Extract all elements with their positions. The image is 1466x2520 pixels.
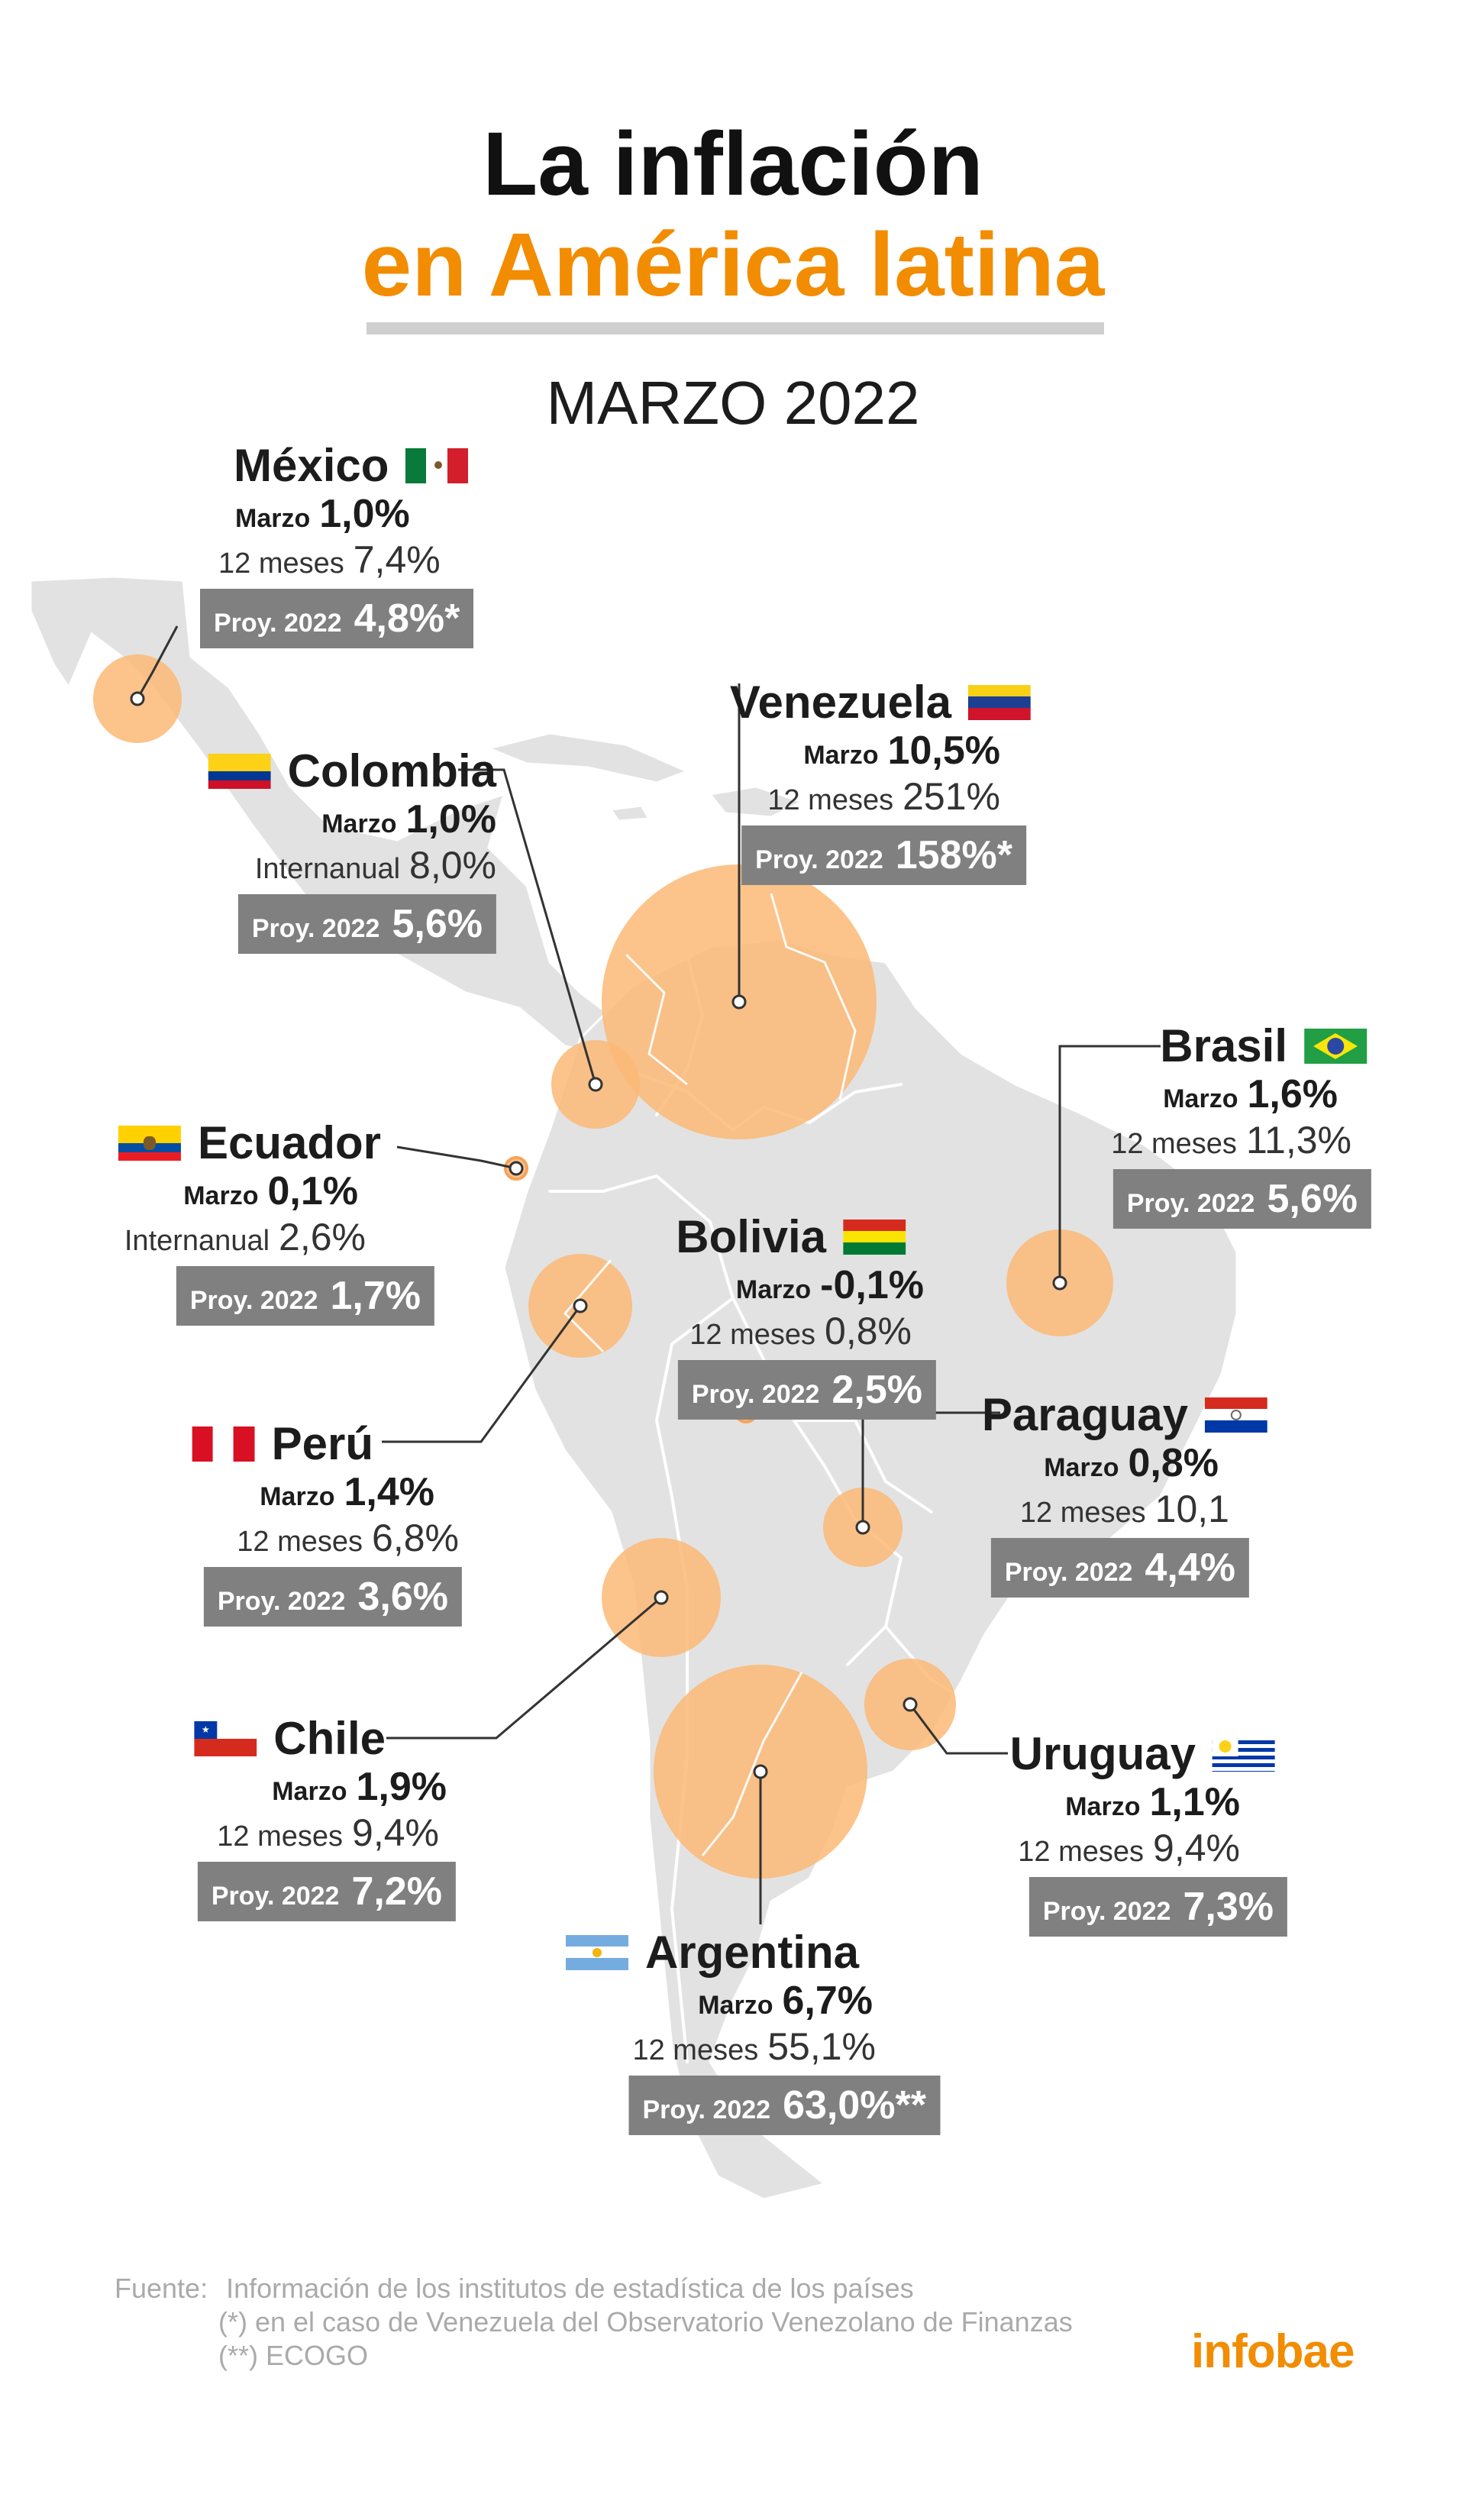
bubble-internal-borders	[563, 893, 857, 1856]
country-name-venezuela: Venezuela	[730, 676, 1031, 729]
country-name-peru: Perú	[192, 1417, 373, 1471]
peru-flag-icon	[192, 1426, 255, 1462]
uruguay-flag-icon	[1213, 1737, 1275, 1772]
annual-line-chile: 12 meses 9,4%	[217, 1811, 439, 1854]
title-line-1: La inflación	[483, 114, 983, 215]
proy-box-brasil: Proy. 2022 5,6%	[1112, 1169, 1371, 1229]
proy-box-bolivia: Proy. 2022 2,5%	[677, 1360, 936, 1420]
marzo-line-brasil: Marzo 1,6%	[1163, 1072, 1338, 1116]
ecuador-flag-icon	[118, 1126, 181, 1161]
card-venezuela: Venezuela Marzo 10,5% 12 meses 251% Proy. …	[730, 676, 1032, 885]
annual-line-brasil: 12 meses 11,3%	[1111, 1119, 1351, 1161]
leader-lines	[136, 625, 1161, 1924]
annual-line-uruguay: 12 meses 9,4%	[1018, 1827, 1240, 1869]
card-argentina: Argentina Marzo 6,7% 12 meses 55,1% Proy. …	[565, 1926, 940, 2135]
leader-mexico	[136, 625, 179, 699]
bolivia-flag-icon	[843, 1220, 906, 1255]
proy-box-argentina: Proy. 2022 63,0%**	[628, 2076, 940, 2135]
annual-line-paraguay: 12 meses 10,1	[1019, 1488, 1229, 1530]
country-name-bolivia: Bolivia	[676, 1210, 906, 1264]
country-name-argentina: Argentina	[565, 1926, 859, 1979]
leader-chile	[386, 1596, 662, 1740]
title-line-2: en América latina	[361, 215, 1105, 315]
paraguay-flag-icon	[1205, 1397, 1267, 1433]
proy-box-peru: Proy. 2022 3,6%	[203, 1567, 462, 1627]
subtitle-date: MARZO 2022	[546, 369, 920, 437]
card-bolivia: Bolivia Marzo -0,1% 12 meses 0,8% Proy. 20…	[676, 1210, 936, 1420]
country-name-ecuador: Ecuador	[118, 1116, 381, 1170]
proy-box-uruguay: Proy. 2022 7,3%	[1028, 1877, 1287, 1937]
card-mexico: México Marzo 1,0% 12 meses 7,4% Proy. 2022…	[197, 439, 474, 648]
proy-box-mexico: Proy. 2022 4,8%*	[200, 589, 474, 648]
source-line-3: (**) ECOGO	[218, 2340, 369, 2371]
leader-uruguay	[909, 1704, 1008, 1755]
annual-line-venezuela: 12 meses 251%	[767, 775, 1000, 818]
leader-colombia	[458, 768, 597, 1085]
card-ecuador: Ecuador Marzo 0,1% Internanual 2,6% Proy. …	[118, 1116, 434, 1326]
country-name-colombia: Colombia	[208, 745, 496, 798]
card-peru: Perú Marzo 1,4% 12 meses 6,8% Proy. 2022 3,…	[192, 1417, 463, 1627]
land-hispaniola	[708, 785, 805, 819]
infobae-logo: infobae	[1191, 2325, 1355, 2378]
country-name-mexico: México	[234, 439, 469, 493]
proy-box-chile: Proy. 2022 7,2%	[197, 1862, 456, 1921]
proy-box-paraguay: Proy. 2022 4,4%	[990, 1538, 1249, 1598]
annual-line-ecuador: Internanual 2,6%	[124, 1216, 366, 1258]
land-jamaica	[609, 804, 651, 822]
source-line-1: Información de los institutos de estadís…	[226, 2273, 914, 2304]
leader-peru	[382, 1305, 582, 1443]
marzo-line-bolivia: Marzo -0,1%	[735, 1263, 924, 1307]
marzo-line-peru: Marzo 1,4%	[260, 1470, 434, 1514]
source-line-2: (*) en el caso de Venezuela del Observat…	[218, 2306, 1073, 2337]
colombia-flag-icon	[208, 754, 271, 789]
card-brasil: Brasil Marzo 1,6% 12 meses 11,3% Proy. 202…	[1111, 1019, 1371, 1229]
title-divider	[366, 322, 1104, 334]
land-cuba	[485, 732, 690, 784]
marzo-line-paraguay: Marzo 0,8%	[1044, 1441, 1219, 1485]
card-paraguay: Paraguay Marzo 0,8% 12 meses 10,1 Proy. 20…	[982, 1388, 1268, 1598]
marzo-line-chile: Marzo 1,9%	[272, 1765, 447, 1809]
marzo-line-argentina: Marzo 6,7%	[698, 1979, 873, 2023]
marzo-line-mexico: Marzo 1,0%	[235, 492, 410, 536]
annual-line-mexico: 12 meses 7,4%	[218, 538, 441, 581]
mexico-flag-icon	[405, 448, 469, 483]
source-label: Fuente:	[115, 2273, 208, 2304]
annual-line-peru: 12 meses 6,8%	[237, 1517, 459, 1559]
country-name-uruguay: Uruguay	[1010, 1727, 1275, 1781]
leader-brasil	[1058, 1045, 1161, 1283]
country-name-chile: Chile	[194, 1712, 386, 1766]
chile-flag-icon	[194, 1721, 257, 1756]
card-uruguay: Uruguay Marzo 1,1% 12 meses 9,4% Proy. 202…	[1010, 1727, 1287, 1937]
argentina-flag-icon	[565, 1935, 628, 1970]
annual-line-bolivia: 12 meses 0,8%	[689, 1310, 912, 1352]
venezuela-flag-icon	[968, 685, 1031, 720]
proy-box-venezuela: Proy. 2022 158%*	[741, 825, 1026, 885]
brazil-flag-icon	[1304, 1029, 1367, 1064]
proy-box-colombia: Proy. 2022 5,6%	[237, 894, 496, 954]
annual-line-argentina: 12 meses 55,1%	[632, 2025, 876, 2068]
proy-box-ecuador: Proy. 2022 1,7%	[176, 1266, 434, 1326]
marzo-line-ecuador: Marzo 0,1%	[183, 1169, 358, 1213]
annual-line-colombia: Internanual 8,0%	[254, 844, 496, 887]
source-notes: Fuente: Información de los institutos de…	[115, 2272, 1073, 2373]
leader-ecuador	[396, 1145, 517, 1170]
country-name-paraguay: Paraguay	[982, 1388, 1267, 1442]
marzo-line-colombia: Marzo 1,0%	[321, 797, 496, 842]
marzo-line-venezuela: Marzo 10,5%	[803, 729, 1000, 773]
marzo-line-uruguay: Marzo 1,1%	[1065, 1780, 1240, 1824]
country-name-brasil: Brasil	[1160, 1019, 1367, 1073]
